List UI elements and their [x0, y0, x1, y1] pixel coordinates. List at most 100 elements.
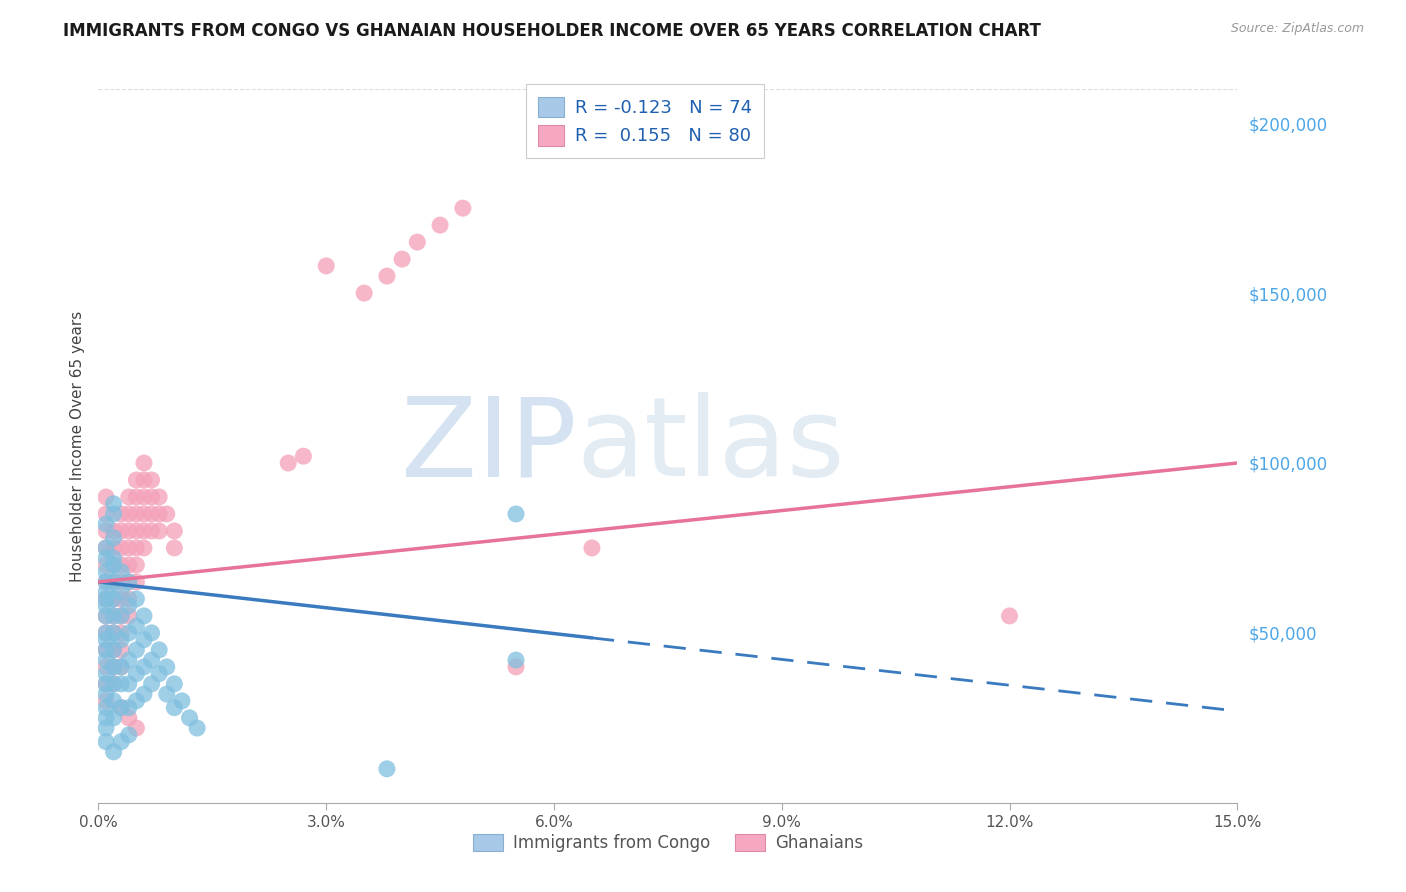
- Point: [132, 456, 155, 470]
- Point: [103, 507, 125, 521]
- Point: [125, 490, 148, 504]
- Point: [118, 711, 141, 725]
- Point: [110, 608, 132, 623]
- Point: [118, 507, 141, 521]
- Point: [141, 626, 163, 640]
- Point: [132, 541, 155, 555]
- Point: [141, 524, 163, 538]
- Point: [141, 653, 163, 667]
- Point: [94, 632, 117, 647]
- Point: [451, 201, 474, 215]
- Point: [186, 721, 208, 735]
- Point: [141, 677, 163, 691]
- Point: [125, 541, 148, 555]
- Point: [292, 449, 315, 463]
- Point: [132, 490, 155, 504]
- Point: [94, 551, 117, 566]
- Point: [163, 700, 186, 714]
- Point: [125, 473, 148, 487]
- Point: [94, 490, 117, 504]
- Point: [103, 591, 125, 606]
- Point: [118, 728, 141, 742]
- Point: [118, 574, 141, 589]
- Point: [118, 591, 141, 606]
- Point: [110, 524, 132, 538]
- Point: [94, 677, 117, 691]
- Point: [110, 565, 132, 579]
- Point: [170, 694, 193, 708]
- Point: [375, 762, 398, 776]
- Point: [103, 711, 125, 725]
- Point: [103, 643, 125, 657]
- Point: [94, 711, 117, 725]
- Point: [118, 524, 141, 538]
- Point: [156, 507, 179, 521]
- Point: [94, 694, 117, 708]
- Point: [132, 687, 155, 701]
- Point: [277, 456, 299, 470]
- Point: [94, 677, 117, 691]
- Point: [132, 660, 155, 674]
- Point: [581, 541, 603, 555]
- Point: [148, 507, 170, 521]
- Point: [94, 599, 117, 613]
- Point: [103, 660, 125, 674]
- Point: [103, 497, 125, 511]
- Point: [467, 31, 489, 45]
- Point: [132, 632, 155, 647]
- Point: [110, 643, 132, 657]
- Point: [103, 660, 125, 674]
- Point: [505, 660, 527, 674]
- Point: [505, 653, 527, 667]
- Point: [179, 711, 201, 725]
- Point: [110, 608, 132, 623]
- Point: [110, 632, 132, 647]
- Point: [94, 591, 117, 606]
- Point: [132, 608, 155, 623]
- Point: [110, 700, 132, 714]
- Point: [94, 660, 117, 674]
- Point: [118, 626, 141, 640]
- Text: ZIP: ZIP: [401, 392, 576, 500]
- Point: [125, 619, 148, 633]
- Point: [94, 574, 117, 589]
- Point: [94, 608, 117, 623]
- Point: [110, 660, 132, 674]
- Point: [103, 643, 125, 657]
- Point: [125, 643, 148, 657]
- Point: [103, 558, 125, 572]
- Point: [406, 235, 429, 249]
- Point: [118, 653, 141, 667]
- Point: [148, 666, 170, 681]
- Point: [429, 218, 451, 232]
- Point: [94, 585, 117, 599]
- Y-axis label: Householder Income Over 65 years: Householder Income Over 65 years: [69, 310, 84, 582]
- Point: [148, 643, 170, 657]
- Point: [118, 574, 141, 589]
- Point: [125, 574, 148, 589]
- Point: [94, 626, 117, 640]
- Point: [103, 608, 125, 623]
- Point: [103, 524, 125, 538]
- Point: [110, 677, 132, 691]
- Point: [103, 677, 125, 691]
- Point: [94, 626, 117, 640]
- Point: [141, 490, 163, 504]
- Point: [110, 558, 132, 572]
- Point: [103, 574, 125, 589]
- Point: [94, 734, 117, 748]
- Point: [141, 507, 163, 521]
- Point: [391, 252, 413, 266]
- Point: [118, 608, 141, 623]
- Point: [125, 694, 148, 708]
- Point: [118, 700, 141, 714]
- Point: [110, 700, 132, 714]
- Point: [103, 677, 125, 691]
- Point: [163, 677, 186, 691]
- Point: [141, 473, 163, 487]
- Point: [125, 558, 148, 572]
- Point: [103, 574, 125, 589]
- Point: [103, 745, 125, 759]
- Point: [156, 687, 179, 701]
- Point: [94, 608, 117, 623]
